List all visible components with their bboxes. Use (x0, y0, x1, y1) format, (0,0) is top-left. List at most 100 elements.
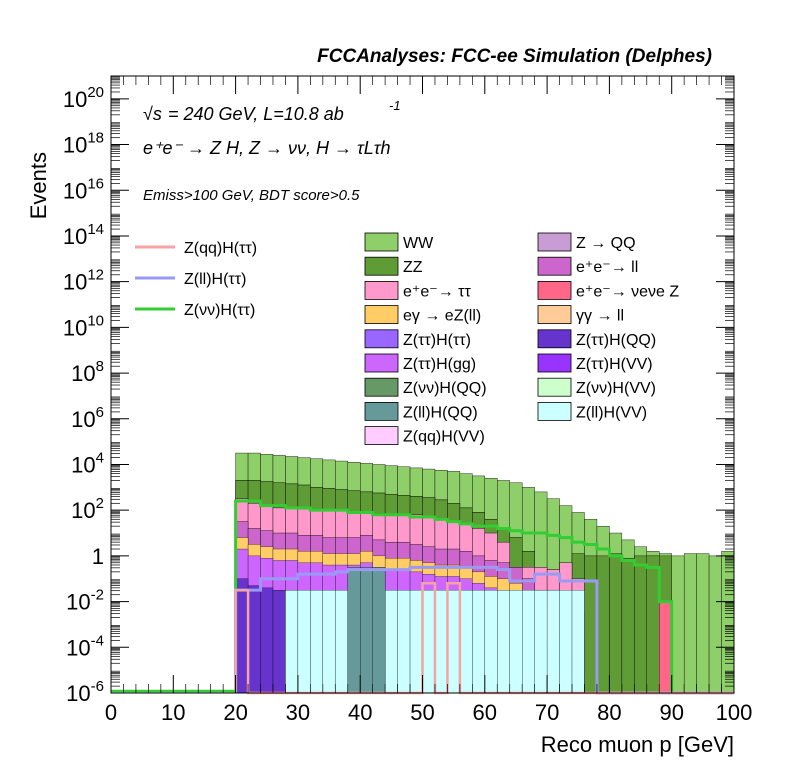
bar-zz (584, 555, 598, 694)
y-axis: 10-6 10-4 10-2 1 102 104 106 108 1010 1012 1014 101… (63, 76, 734, 706)
legend-signals: Z(qq)H(ττ) Z(ll)H(ττ) Z(νν)H(ττ) (135, 240, 257, 319)
sqrt-s-label: √s (143, 104, 162, 124)
legend-box-swatch (364, 401, 399, 421)
legend-right-label: Z(ττ)H(gg) (403, 356, 476, 373)
y-tick-label: 10-6 (66, 678, 104, 706)
y-tick-label: 106 (71, 404, 104, 432)
legend-right-label: Z(qq)H(VV) (403, 429, 485, 446)
bar-zll-hvv (434, 590, 448, 694)
legend-box-swatch (537, 280, 572, 300)
x-tick-label: 100 (716, 700, 753, 725)
bar-zll-hvv (497, 590, 510, 694)
legend-right-label: Z(νν)H(QQ) (403, 380, 487, 397)
bar-zll-hvv (447, 590, 461, 694)
y-tick-label: 102 (71, 495, 104, 523)
x-tick-label: 30 (286, 700, 310, 725)
legend-backgrounds: WW Z → QQ ZZ e⁺e⁻→ ll e⁺e⁻→ ττ e⁺e⁻→ νeνe Z eγ… (364, 232, 679, 446)
y-tick-label: 1014 (63, 221, 104, 249)
bar-zz (634, 555, 647, 694)
legend-left-label: Z(νν)H(ττ) (184, 302, 255, 319)
legend-right-label: Z(νν)H(VV) (576, 380, 656, 397)
bar-zll-hvv (384, 590, 398, 694)
legend-box-swatch (537, 256, 572, 276)
y-tick-label: 104 (71, 449, 104, 477)
y-tick-label: 1020 (63, 84, 104, 112)
legend-box-swatch (537, 305, 572, 325)
bar-ww (696, 553, 710, 694)
bar-inner-2 (260, 587, 274, 694)
bar-zll-hvv (422, 590, 436, 694)
bar-zll-hvv (472, 590, 485, 694)
x-axis-label: Reco muon p [GeV] (541, 732, 734, 757)
bar-nunuz (659, 601, 672, 694)
y-tick-label: 1018 (63, 130, 104, 158)
legend-right-label: e⁺e⁻→ ττ (403, 283, 471, 300)
bar-inner-2 (247, 585, 261, 694)
y-tick-label: 1 (92, 544, 104, 569)
bar-zz (596, 555, 610, 694)
x-tick-label: 20 (223, 700, 247, 725)
bar-zll-hqq (372, 567, 386, 694)
legend-right-label: e⁺e⁻→ νeνe Z (576, 283, 679, 300)
legend-right-label: e⁺e⁻→ ll (576, 259, 638, 276)
legend-box-swatch (537, 329, 572, 349)
bar-zz (609, 553, 623, 694)
legend-box-swatch (537, 401, 572, 421)
legend-right-label: Z → QQ (576, 235, 636, 252)
bar-ww (671, 555, 685, 694)
x-tick-label: 80 (597, 700, 621, 725)
x-axis: 0 10 20 30 40 50 60 70 80 90 100 (105, 76, 752, 725)
bar-ww (721, 551, 735, 694)
legend-box-swatch (364, 256, 399, 276)
bar-zll-hvv (534, 590, 548, 694)
legend-right-label: Z(ττ)H(QQ) (576, 332, 656, 349)
bar-zll-hqq (360, 567, 373, 694)
x-tick-label: 40 (348, 700, 372, 725)
legend-left-label: Z(ll)H(ττ) (184, 271, 246, 288)
legend-right-label: γγ → ll (576, 308, 624, 325)
y-axis-label: Events (26, 152, 51, 219)
energy-label: = 240 GeV, L=10.8 ab (168, 104, 344, 124)
process-label: e⁺e⁻ → Z H, Z → νν, H → τLτh (143, 138, 391, 158)
y-tick-label: 1012 (63, 267, 104, 295)
chart-title: FCCAnalyses: FCC-ee Simulation (Delphes) (317, 46, 712, 67)
x-tick-label: 0 (105, 700, 117, 725)
bar-zll-hvv (322, 590, 336, 694)
legend-box-swatch (364, 426, 399, 446)
x-tick-label: 70 (535, 700, 559, 725)
bar-zll-hvv (335, 590, 348, 694)
bar-zz (621, 557, 635, 694)
bar-zll-hvv (409, 590, 423, 694)
y-tick-label: 108 (71, 358, 104, 386)
legend-box-swatch (364, 353, 399, 373)
bar-zll-hvv (484, 590, 498, 694)
bar-zll-hqq (347, 567, 361, 694)
bar-zll-hvv (509, 590, 523, 694)
y-tick-label: 1010 (63, 312, 104, 340)
bar-zz-tail (646, 555, 660, 694)
legend-box-swatch (364, 377, 399, 397)
y-tick-label: 1016 (63, 175, 104, 203)
legend-box-swatch (364, 280, 399, 300)
bar-zll-hvv (459, 590, 473, 694)
legend-box-swatch (364, 305, 399, 325)
bar-zll-hvv (397, 590, 411, 694)
legend-right-label: eγ → eZ(ll) (403, 308, 481, 325)
bar-zll-hvv (546, 590, 560, 694)
bar-zll-hvv (522, 590, 535, 694)
x-tick-label: 90 (659, 700, 683, 725)
y-tick-label: 10-2 (66, 587, 104, 615)
legend-left-label: Z(qq)H(ττ) (184, 240, 257, 257)
bar-inner-2 (235, 578, 249, 694)
x-tick-label: 50 (410, 700, 434, 725)
legend-right-label: Z(ττ)H(ττ) (403, 332, 471, 349)
legend-box-swatch (537, 232, 572, 252)
bar-ww (708, 555, 722, 694)
bar-zll-hvv (285, 590, 299, 694)
legend-box-swatch (364, 329, 399, 349)
signal-zvv-htautau-line (234, 499, 734, 695)
legend-right-label: Z(ll)H(QQ) (403, 404, 478, 421)
bar-zll-hvv (571, 590, 585, 694)
legend-box-swatch (537, 377, 572, 397)
